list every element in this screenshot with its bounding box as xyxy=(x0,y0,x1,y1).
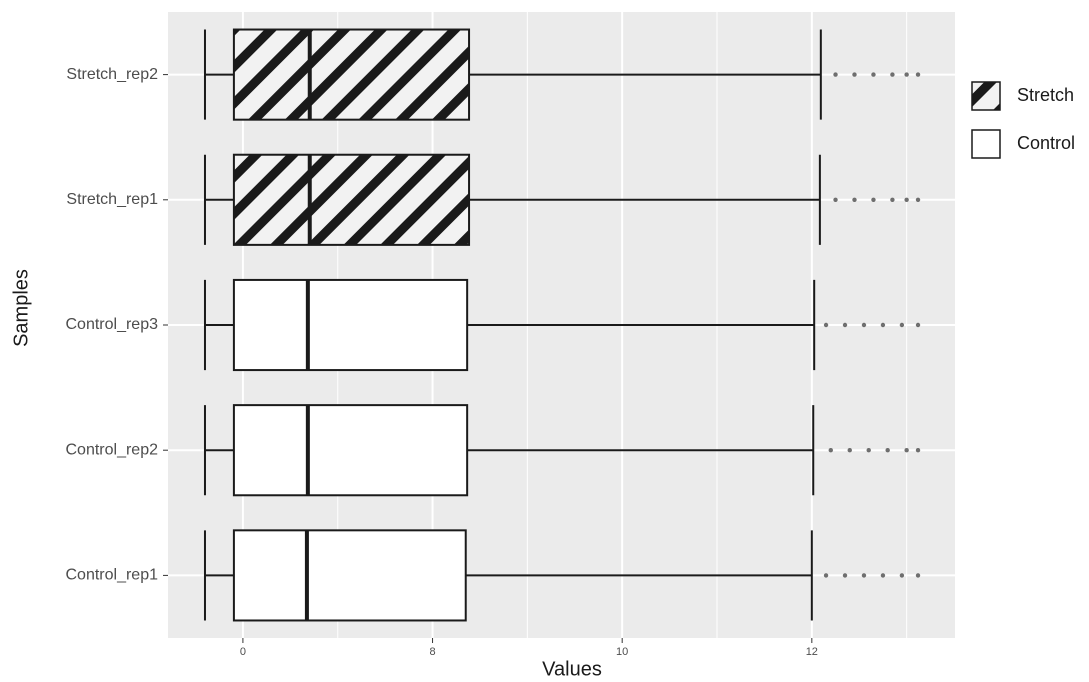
legend-key xyxy=(971,81,1001,111)
outlier xyxy=(904,448,909,453)
x-axis-title: Values xyxy=(542,658,602,680)
outlier xyxy=(866,448,871,453)
outlier xyxy=(828,448,833,453)
outlier xyxy=(880,573,886,578)
outlier xyxy=(899,573,905,578)
outlier xyxy=(890,72,895,77)
legend-label: Control xyxy=(1017,133,1075,153)
outlier xyxy=(871,197,876,202)
outlier xyxy=(842,322,848,328)
x-tick-label: 12 xyxy=(806,646,818,658)
y-tick-label: Control_rep3 xyxy=(66,316,159,333)
outlier xyxy=(899,322,905,328)
outlier xyxy=(823,322,829,328)
x-tick-label: 8 xyxy=(429,646,435,658)
outlier xyxy=(852,197,857,202)
outlier xyxy=(915,197,921,202)
box xyxy=(232,529,467,622)
y-tick-label: Stretch_rep2 xyxy=(66,66,158,83)
outlier xyxy=(852,72,857,77)
box xyxy=(232,28,471,121)
outlier xyxy=(915,322,921,328)
outlier xyxy=(823,573,829,578)
box xyxy=(232,404,469,497)
outlier xyxy=(861,573,867,578)
y-tick-label: Stretch_rep1 xyxy=(66,191,158,208)
y-axis-title: Samples xyxy=(10,269,32,347)
x-tick-label: 0 xyxy=(240,646,246,658)
outlier xyxy=(833,197,838,202)
outlier xyxy=(915,72,921,77)
box xyxy=(232,153,471,246)
outlier xyxy=(904,197,909,202)
outlier xyxy=(904,72,909,77)
legend-key xyxy=(971,129,1001,159)
outlier xyxy=(871,72,876,77)
outlier xyxy=(861,322,867,328)
outlier xyxy=(880,322,886,328)
outlier xyxy=(833,72,838,77)
box xyxy=(232,278,469,372)
y-tick-label: Control_rep2 xyxy=(66,441,159,458)
outlier xyxy=(885,448,890,453)
y-tick-label: Control_rep1 xyxy=(66,567,159,584)
legend-label: Stretch xyxy=(1017,85,1074,105)
outlier xyxy=(847,448,852,453)
outlier xyxy=(915,573,921,578)
outlier xyxy=(842,573,848,578)
outlier xyxy=(890,197,895,202)
x-tick-label: 10 xyxy=(616,646,628,658)
outlier xyxy=(915,448,921,453)
